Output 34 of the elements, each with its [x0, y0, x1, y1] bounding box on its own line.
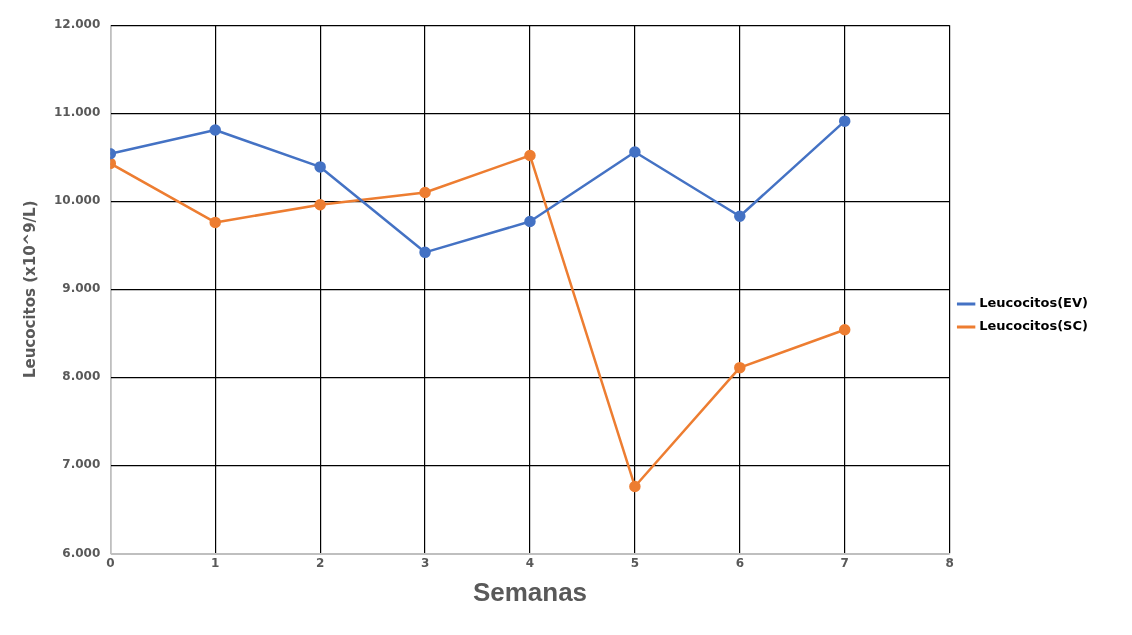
y-tick-label: 9.000: [62, 281, 101, 296]
point: [524, 215, 536, 228]
x-tick-label: 1: [211, 555, 220, 570]
y-tick-label: 10.000: [53, 193, 101, 208]
x-tick-label: 2: [315, 555, 325, 570]
x-axis-title: Semanas: [472, 576, 588, 607]
y-tick-label: 12.000: [53, 17, 101, 32]
x-tick-label: 6: [735, 555, 744, 570]
point: [314, 199, 326, 211]
point: [209, 216, 221, 229]
x-tick-label: 4: [525, 555, 535, 570]
point: [734, 361, 746, 374]
point: [629, 480, 641, 493]
y-tick-label: 7.000: [62, 457, 101, 472]
y-axis-title: Leucocitos (x10^9/L): [20, 200, 39, 379]
legend-label: Leucocitos(SC): [979, 318, 1088, 334]
point: [524, 149, 536, 162]
x-tick-label: 3: [420, 555, 430, 570]
point: [314, 161, 326, 173]
x-tick-label: 7: [840, 555, 849, 570]
point: [419, 246, 431, 259]
x-tick-label: 5: [630, 555, 640, 570]
point: [734, 210, 746, 222]
point: [209, 124, 221, 136]
legend-label: Leucocitos(EV): [979, 295, 1089, 311]
y-tick-label: 6.000: [62, 545, 101, 560]
point: [838, 115, 851, 127]
x-tick-label: 0: [106, 555, 115, 570]
point: [838, 324, 851, 336]
y-tick-label: 8.000: [62, 369, 101, 384]
point: [419, 186, 431, 199]
y-tick-label: 11.000: [53, 105, 101, 120]
point: [629, 146, 641, 158]
x-tick-label: 8: [945, 555, 954, 570]
